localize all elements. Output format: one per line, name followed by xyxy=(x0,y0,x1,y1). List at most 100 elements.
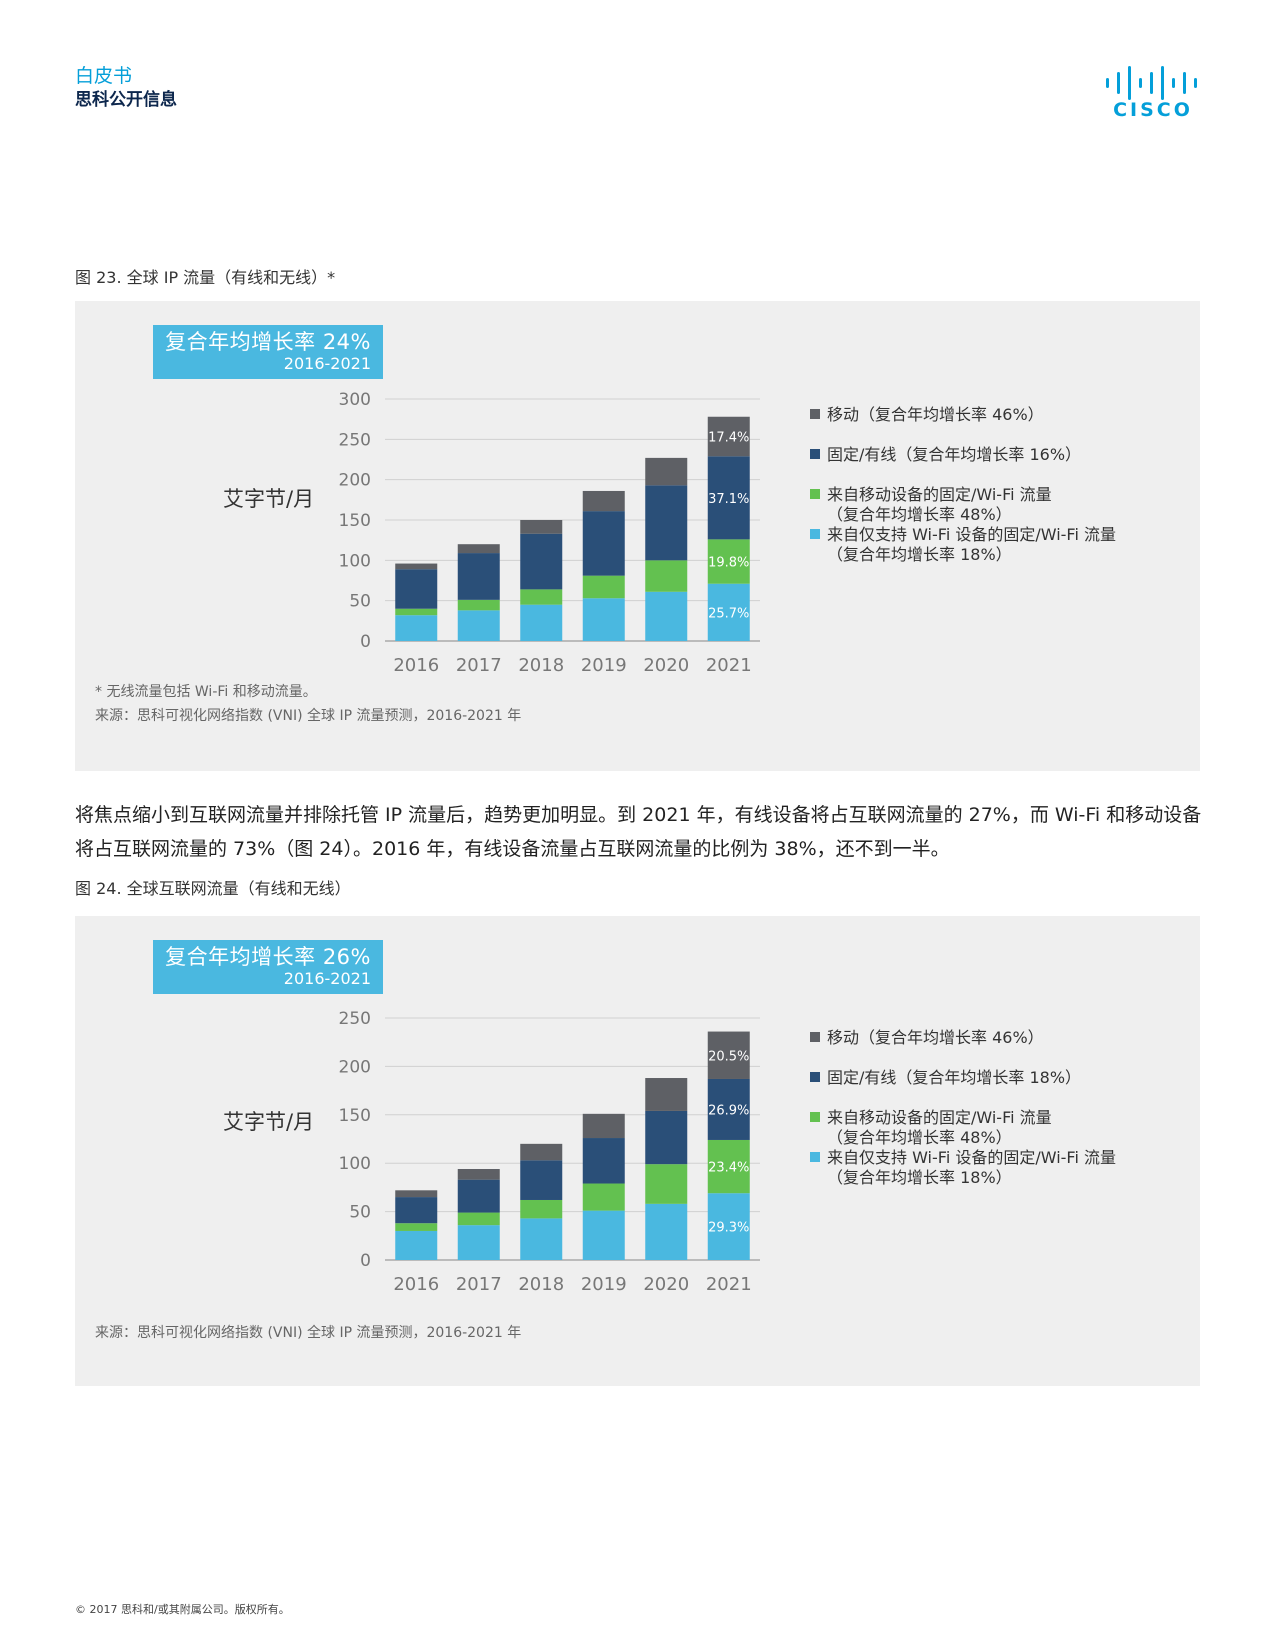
bar-segment xyxy=(520,1143,563,1161)
bar-segment xyxy=(457,553,500,600)
x-tick-label: 2017 xyxy=(456,655,502,676)
bar-segment xyxy=(707,416,750,457)
figure23-chart: 0 50 100 150 200 250 300 2016 2017 2018 2019 2020 25… xyxy=(339,390,760,676)
legend-swatch xyxy=(810,529,820,539)
bar-segment xyxy=(707,1193,750,1260)
bar-segment xyxy=(520,1218,563,1260)
data-label: 17.4% xyxy=(708,431,749,446)
y-tick-label: 200 xyxy=(339,471,371,491)
y-tick-label: 250 xyxy=(339,1009,371,1029)
copyright-footer: © 2017 思科和/或其附属公司。版权所有。 xyxy=(75,1603,290,1616)
document-type: 白皮书 xyxy=(75,65,133,87)
x-tick-label: 2016 xyxy=(393,1274,439,1295)
bar-segment xyxy=(457,544,500,554)
bar-segment xyxy=(457,610,500,641)
bar-segment xyxy=(457,1225,500,1260)
legend-swatch xyxy=(810,1152,820,1162)
x-tick-label: 2016 xyxy=(393,655,439,676)
data-label: 25.7% xyxy=(708,606,749,621)
figure24-chart: 0 50 100 150 200 250 2016 2017 2018 2019 2020 29.3%… xyxy=(339,1009,760,1295)
bar-segment xyxy=(645,591,688,641)
bar-segment xyxy=(582,1210,625,1260)
bar-segment xyxy=(582,1138,625,1184)
bar-segment xyxy=(707,539,750,584)
bar-segment xyxy=(395,1230,438,1260)
bar-segment xyxy=(582,1183,625,1211)
bar-segment xyxy=(645,1110,688,1165)
x-tick-label: 2019 xyxy=(581,1274,627,1295)
y-tick-label: 50 xyxy=(349,1203,371,1223)
y-tick-label: 300 xyxy=(339,390,371,410)
y-tick-label: 0 xyxy=(360,1251,371,1271)
legend-swatch xyxy=(810,1072,820,1082)
x-tick-label: 2019 xyxy=(581,655,627,676)
bar-segment xyxy=(582,511,625,576)
figure23-y-axis-label: 艾字节/月 xyxy=(223,487,315,511)
figure24-y-axis-label: 艾字节/月 xyxy=(223,1110,315,1134)
figure24-source: 来源：思科可视化网络指数 (VNI) 全球 IP 流量预测，2016-2021 … xyxy=(95,1325,522,1341)
legend-item-fixed-wired: 固定/有线（复合年均增长率 16%） xyxy=(810,445,1081,465)
bar-segment xyxy=(457,1212,500,1226)
cisco-bars-icon xyxy=(1106,66,1197,100)
legend-swatch xyxy=(810,1032,820,1042)
data-label: 19.8% xyxy=(708,556,749,571)
x-tick-label: 2021 xyxy=(706,1274,752,1295)
figure23-panel: 复合年均增长率 24% 2016-2021 艾字节/月 0 50 100 150 200… xyxy=(75,301,1200,771)
figure23-note: * 无线流量包括 Wi-Fi 和移动流量。 xyxy=(95,684,317,700)
bar-segment xyxy=(457,1179,500,1213)
x-tick-label: 2020 xyxy=(643,655,689,676)
figure23-legend: 移动（复合年均增长率 46%） 固定/有线（复合年均增长率 16%） 来自移动设… xyxy=(810,405,1200,585)
data-label: 29.3% xyxy=(708,1221,749,1236)
bar-segment xyxy=(457,599,500,611)
legend-item-mobile: 移动（复合年均增长率 46%） xyxy=(810,1028,1044,1048)
y-tick-label: 150 xyxy=(339,1106,371,1126)
y-tick-label: 250 xyxy=(339,430,371,450)
x-tick-label: 2021 xyxy=(706,655,752,676)
bar-segment xyxy=(707,1078,750,1140)
bar-segment xyxy=(582,575,625,599)
bar-segment xyxy=(395,569,438,609)
bar-segment xyxy=(520,533,563,590)
bar-segment xyxy=(707,1031,750,1079)
figure24-cagr-box: 复合年均增长率 26% 2016-2021 xyxy=(153,940,383,994)
bar-segment xyxy=(395,1190,438,1198)
figure23-source: 来源：思科可视化网络指数 (VNI) 全球 IP 流量预测，2016-2021 … xyxy=(95,708,522,724)
y-tick-label: 0 xyxy=(360,632,371,652)
bar-segment xyxy=(582,598,625,641)
data-label: 26.9% xyxy=(708,1103,749,1118)
legend-swatch xyxy=(810,489,820,499)
bar-segment xyxy=(645,457,688,486)
bar-segment xyxy=(520,1160,563,1200)
bar-segment xyxy=(645,1078,688,1111)
data-label: 23.4% xyxy=(708,1161,749,1176)
figure24-panel: 复合年均增长率 26% 2016-2021 艾字节/月 0 50 100 150 200… xyxy=(75,916,1200,1386)
x-tick-label: 2018 xyxy=(518,655,564,676)
x-tick-label: 2018 xyxy=(518,1274,564,1295)
bar-segment xyxy=(395,563,438,570)
legend-item-mobile: 移动（复合年均增长率 46%） xyxy=(810,405,1044,425)
logo-wordmark: CISCO xyxy=(1113,99,1193,118)
bar-segment xyxy=(457,1169,500,1180)
document-classification: 思科公开信息 xyxy=(75,90,177,110)
figure24-legend: 移动（复合年均增长率 46%） 固定/有线（复合年均增长率 18%） 来自移动设… xyxy=(810,1028,1200,1208)
bar-segment xyxy=(707,456,750,540)
y-tick-label: 200 xyxy=(339,1057,371,1077)
bar-segment xyxy=(582,1113,625,1139)
legend-item-wifi-only: 来自仅支持 Wi-Fi 设备的固定/Wi-Fi 流量 （复合年均增长率 18%） xyxy=(810,525,1116,565)
cisco-logo: CISCO xyxy=(1106,66,1197,118)
legend-item-wifi-from-mobile: 来自移动设备的固定/Wi-Fi 流量 （复合年均增长率 48%） xyxy=(810,485,1052,525)
bar-segment xyxy=(395,608,438,616)
legend-item-wifi-from-mobile: 来自移动设备的固定/Wi-Fi 流量 （复合年均增长率 48%） xyxy=(810,1108,1052,1148)
bar-segment xyxy=(520,589,563,605)
y-tick-label: 100 xyxy=(339,551,371,571)
bar-segment xyxy=(395,615,438,641)
bar-segment xyxy=(645,485,688,561)
y-tick-label: 50 xyxy=(349,592,371,612)
y-tick-label: 150 xyxy=(339,511,371,531)
bar-segment xyxy=(520,520,563,534)
x-tick-label: 2020 xyxy=(643,1274,689,1295)
legend-swatch xyxy=(810,449,820,459)
bar-segment xyxy=(520,604,563,641)
bar-segment xyxy=(395,1197,438,1224)
bar-segment xyxy=(645,1203,688,1260)
